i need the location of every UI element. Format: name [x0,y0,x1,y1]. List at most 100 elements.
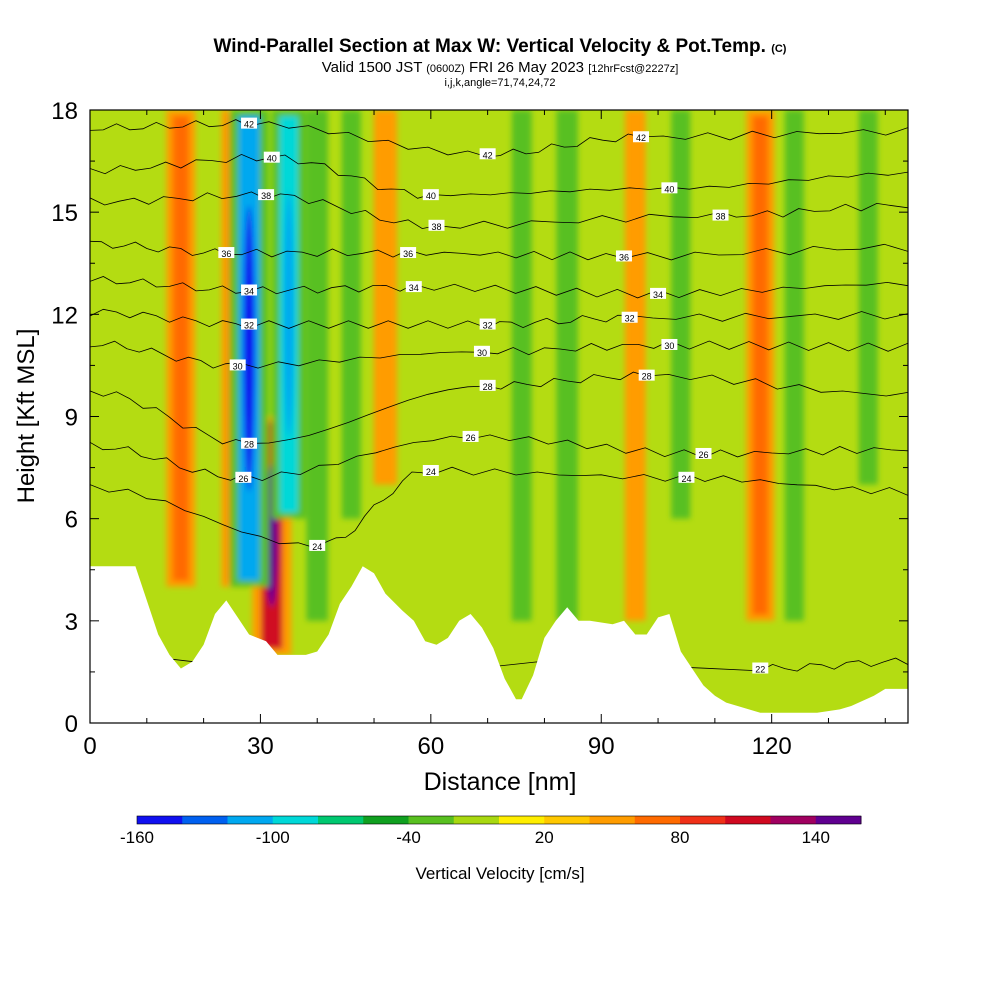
forecast-info: [12hrFcst@2227z] [588,63,679,75]
y-tick-label: 0 [65,711,78,738]
theta-label-bg [621,311,638,323]
colorbar-swatch [544,816,590,824]
theta-label-32-1: 32 [479,318,496,331]
theta-label-42-0: 42 [241,117,258,130]
colorbar-swatch [453,816,500,824]
y-tick-label: 6 [65,507,78,534]
colorbar-swatch [725,816,771,824]
theta-label-42-2: 42 [633,131,650,143]
theta-label-text: 28 [244,440,254,450]
colorbar-swatch [182,816,228,824]
theta-label-bg [633,131,650,143]
colorbar-swatch [499,816,545,824]
theta-label-42-1: 42 [479,148,496,160]
theta-label-22-0: 22 [752,662,769,675]
theta-label-bg [400,247,417,259]
theta-label-30-1: 30 [473,345,490,358]
theta-label-40-1: 40 [422,189,439,201]
theta-label-bg [678,471,695,483]
x-tick-label: 60 [417,733,444,760]
theta-label-32-0: 32 [241,318,258,331]
theta-label-bg [229,359,246,371]
theta-label-28-1: 28 [479,379,496,392]
colorbar-tick-label: -40 [396,828,421,847]
colorbar-swatch [272,816,319,824]
theta-label-text: 30 [477,348,487,358]
velocity-core-0 [172,116,189,581]
velocity-core-12 [752,116,769,615]
theta-label-24-1: 24 [422,464,439,477]
title-units: (C) [771,43,787,55]
x-tick-label: 30 [247,733,274,760]
theta-label-text: 36 [221,249,231,259]
theta-label-bg [258,189,275,201]
terrain [90,566,908,723]
theta-label-bg [650,287,667,299]
colorbar-swatch [680,816,726,824]
theta-label-text: 24 [312,542,322,552]
colorbar-title: Vertical Velocity [cm/s] [415,864,585,883]
theta-label-36-0: 36 [218,247,235,259]
theta-label-bg [473,345,490,357]
valid-prefix: Valid 1500 JST [321,59,423,76]
theta-label-text: 32 [483,321,493,331]
y-tick-label: 12 [51,302,78,329]
theta-label-38-2: 38 [712,209,729,222]
theta-label-text: 40 [267,154,277,164]
theta-label-text: 34 [244,286,254,296]
theta-label-38-0: 38 [258,189,275,201]
theta-label-30-2: 30 [661,338,678,351]
theta-label-34-1: 34 [405,281,422,293]
y-axis-label: Height [Kft MSL] [13,329,40,504]
theta-label-text: 26 [466,433,476,443]
theta-label-28-2: 28 [638,369,655,382]
theta-label-bg [479,379,496,391]
theta-label-bg [241,117,258,129]
velocity-band-5 [306,110,328,621]
theta-label-bg [615,250,632,262]
theta-label-text: 30 [233,361,243,371]
theta-label-bg [479,148,496,160]
theta-label-text: 42 [483,150,493,160]
theta-label-text: 38 [716,212,726,222]
theta-label-bg [218,247,235,259]
colorbar-swatch [589,816,636,824]
velocity-core-7 [379,116,392,479]
velocity-band-10 [625,110,646,621]
y-tick-label: 9 [65,405,78,432]
theta-label-34-0: 34 [241,284,258,296]
theta-label-bg [309,539,326,551]
theta-label-36-1: 36 [400,247,417,259]
theta-label-bg [241,318,258,330]
theta-label-text: 30 [664,341,674,351]
valid-time: Valid 1500 JST (0600Z) FRI 26 May 2023 [… [0,60,1000,77]
theta-label-bg [695,447,712,459]
velocity-features [166,110,878,655]
valid-date: FRI 26 May 2023 [468,59,585,76]
y-tick-label: 15 [51,200,78,227]
theta-contour-labels: 22 24 24 24 26 26 26 28 28 28 30 30 30 32 32 32 34 34 34 36… [218,117,769,675]
theta-label-text: 24 [426,467,436,477]
colorbar-swatch [318,816,364,824]
velocity-band-8 [511,110,532,621]
colorbar-tick-label: -160 [119,828,155,847]
theta-label-bg [661,338,678,350]
theta-label-text: 32 [625,314,635,324]
colorbar-swatch [137,816,183,824]
x-tick-label: 90 [588,733,615,760]
velocity-band-14 [858,110,878,485]
theta-label-text: 42 [244,120,254,130]
theta-label-bg [752,662,769,674]
theta-label-text: 22 [755,665,765,675]
theta-label-38-1: 38 [428,219,445,232]
theta-label-text: 34 [409,283,419,293]
velocity-field: 22 24 24 24 26 26 26 28 28 28 30 30 30 32 32 32 34 34 34 36… [90,110,908,723]
velocity-band-11 [671,110,691,519]
theta-label-bg [462,430,479,442]
grid-indices: i,j,k,angle=71,74,24,72 [444,77,556,89]
colorbar-tick-label: 80 [670,828,690,847]
theta-label-text: 36 [403,249,413,259]
theta-label-text: 26 [698,450,708,460]
velocity-band-13 [784,110,804,621]
